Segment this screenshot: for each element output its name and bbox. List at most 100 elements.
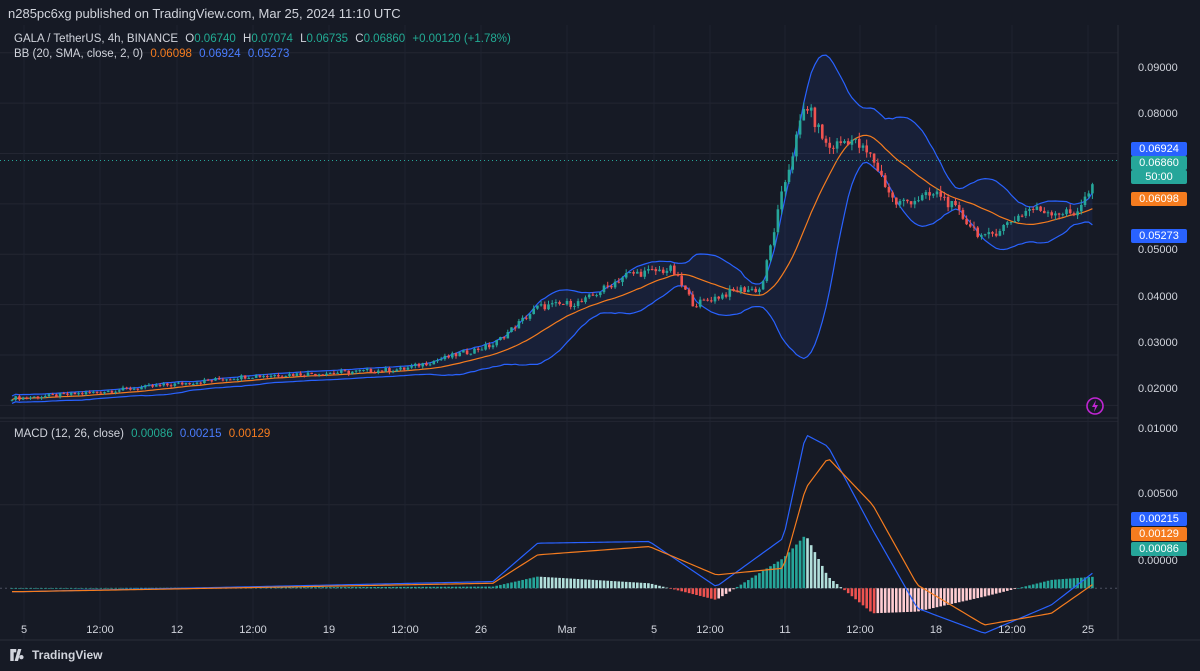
macd-hist-bar (84, 588, 88, 589)
candle-body (658, 269, 661, 272)
candle-body (891, 192, 894, 198)
candle-body (843, 141, 846, 143)
macd-hist-bar (380, 586, 384, 589)
macd-hist-bar (599, 580, 602, 589)
candle-body (606, 285, 609, 287)
candle-body (906, 199, 909, 202)
candle-body (1061, 214, 1065, 216)
candle-body (754, 288, 757, 292)
macd-hist-bar (702, 588, 706, 597)
candle-body (428, 364, 432, 366)
macd-hist-bar (1083, 577, 1087, 589)
candle-body (180, 382, 184, 385)
macd-hist-bar (66, 588, 69, 589)
alert-icon[interactable] (1086, 397, 1104, 415)
macd-hist-bar (872, 588, 876, 614)
candle-body (858, 138, 861, 148)
macd-hist-bar (636, 582, 639, 589)
candle-body (920, 195, 924, 201)
macd-hist-bar (284, 587, 288, 589)
macd-hist-bar (761, 570, 765, 589)
macd-hist-bar (687, 588, 691, 594)
macd-hist-bar (136, 587, 140, 589)
candle-body (358, 370, 362, 372)
candle-body (536, 305, 539, 309)
symbol-legend[interactable]: GALA / TetherUS, 4h, BINANCE O0.06740 H0… (14, 33, 515, 45)
macd-hist-bar (432, 586, 436, 589)
macd-hist-bar (610, 580, 613, 589)
candle-body (1043, 210, 1046, 214)
macd-legend[interactable]: MACD (12, 26, close) 0.00086 0.00215 0.0… (14, 428, 274, 440)
candle-body (961, 209, 965, 219)
candle-body (343, 370, 347, 372)
macd-hist-bar (613, 581, 617, 589)
macd-hist-bar (73, 588, 77, 589)
macd-hist-bar (1046, 580, 1050, 589)
candle-body (417, 363, 421, 367)
candle-body (1065, 209, 1068, 215)
candle-body (484, 344, 487, 350)
candle-body (865, 145, 868, 153)
candle-body (451, 353, 454, 358)
macd-hist-bar (347, 587, 350, 589)
candle-body (787, 169, 791, 183)
macd-hist-bar (499, 584, 502, 589)
macd-hist-bar (887, 588, 891, 613)
macd-hist-bar (758, 573, 761, 589)
macd-hist-bar (495, 585, 498, 589)
macd-hist-bar (972, 588, 976, 599)
candle-body (58, 393, 62, 397)
candle-body (957, 205, 961, 210)
macd-hist-bar (340, 587, 343, 589)
candle-body (624, 273, 628, 278)
macd-hist-bar (806, 538, 809, 589)
macd-hist-bar (1057, 579, 1061, 589)
candle-body (558, 302, 561, 304)
candle-body (1054, 213, 1057, 216)
macd-hist-bar (1028, 585, 1031, 589)
high-value: 0.07074 (251, 33, 293, 45)
macd-hist-bar (724, 588, 728, 594)
candle-body (395, 369, 399, 372)
candle-body (584, 297, 587, 303)
candle-body (88, 392, 91, 394)
macd-hist-bar (676, 588, 680, 591)
macd-hist-bar (643, 582, 646, 589)
macd-hist-bar (591, 579, 595, 589)
macd-hist-bar (765, 568, 769, 589)
candle-body (994, 233, 998, 236)
candle-body (1009, 222, 1013, 224)
macd-hist-bar (155, 587, 158, 589)
candle-body (965, 218, 968, 225)
macd-hist-bar (132, 587, 136, 589)
candle-body (132, 388, 136, 390)
candle-body (591, 294, 595, 296)
macd-hist-bar (1050, 579, 1053, 589)
macd-hist-bar (569, 578, 572, 589)
tradingview-logo[interactable]: TradingView (10, 648, 102, 662)
candle-body (743, 287, 746, 293)
candle-body (713, 296, 717, 302)
candle-body (125, 387, 128, 389)
macd-hist-bar (728, 588, 732, 592)
candle-body (480, 349, 484, 351)
x-tick: 18 (930, 624, 942, 636)
candle-body (876, 162, 880, 171)
candle-body (502, 337, 506, 339)
candle-body (299, 373, 302, 376)
candle-body (40, 397, 43, 399)
macd-hist-bar (628, 582, 632, 589)
macd-hist-bar (280, 587, 284, 589)
candle-body (162, 383, 165, 386)
macd-hist-bar (273, 587, 276, 589)
candle-body (543, 304, 547, 310)
bb-legend[interactable]: BB (20, SMA, close, 2, 0) 0.06098 0.0692… (14, 48, 293, 60)
candle-body (425, 363, 428, 366)
macd-hist-bar (817, 559, 820, 589)
macd-hist-bar (47, 588, 51, 589)
candle-body (632, 272, 635, 274)
x-tick: 5 (651, 624, 657, 636)
candle-body (321, 374, 325, 376)
candle-body (710, 300, 713, 302)
